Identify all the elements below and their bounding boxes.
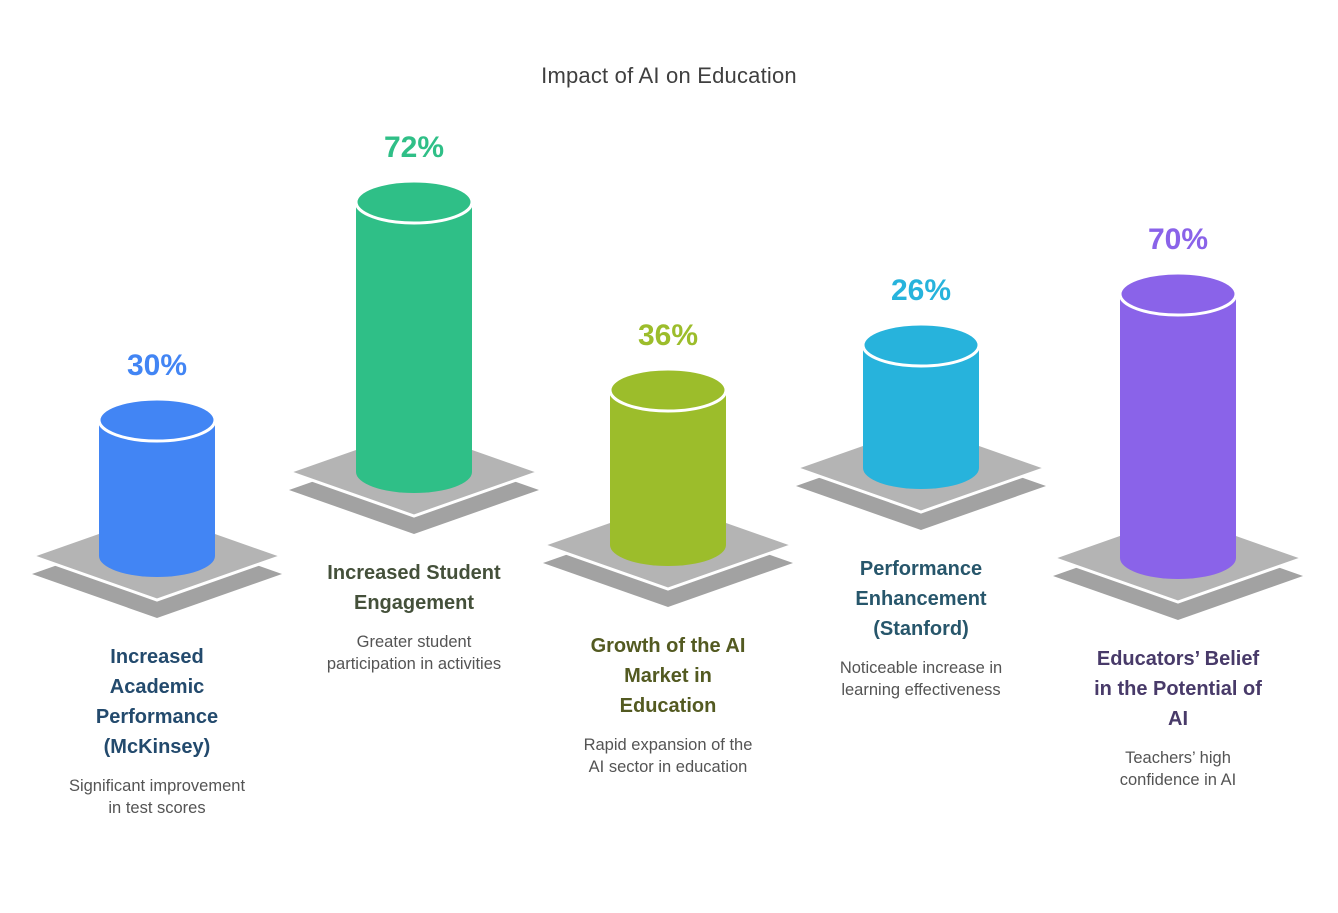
category-description: Noticeable increase in learning effectiv… (839, 659, 1003, 700)
cylinder-bar (608, 367, 728, 566)
cylinder-body (99, 420, 215, 577)
category-text-block: Educators’ Belief in the Potential of AI… (1038, 644, 1318, 792)
cylinder-bar (861, 322, 981, 489)
category-text-block: Increased Student Engagement Greater stu… (274, 558, 554, 676)
cylinder-top (97, 397, 217, 443)
cylinder-top (608, 367, 728, 413)
category-description: Rapid expansion of the AI sector in educ… (583, 736, 753, 777)
category-text-block: Growth of the AI Market in Education Rap… (528, 631, 808, 779)
cylinder-bar (97, 397, 217, 577)
value-label: 72% (383, 131, 445, 164)
cylinder-body (863, 345, 979, 489)
cylinder-top (354, 179, 474, 225)
cylinder-body (1120, 294, 1236, 579)
cylinder-top (861, 322, 981, 368)
category-description: Teachers’ high confidence in AI (1119, 749, 1237, 790)
cylinder-bar (354, 179, 474, 493)
category-title: Educators’ Belief in the Potential of AI (1094, 648, 1262, 730)
category-description: Significant improvement in test scores (68, 777, 246, 818)
cylinder-body (356, 202, 472, 493)
value-label: 36% (637, 319, 699, 352)
cylinder-body (610, 390, 726, 566)
category-title: Increased Academic Performance (McKinsey… (95, 646, 219, 758)
value-label: 30% (126, 349, 188, 382)
value-label: 26% (890, 274, 952, 307)
category-text-block: Performance Enhancement (Stanford) Notic… (781, 554, 1061, 702)
category-text-block: Increased Academic Performance (McKinsey… (17, 642, 297, 820)
cylinder-bar (1118, 271, 1238, 579)
category-title: Increased Student Engagement (327, 562, 501, 614)
cylinder-top (1118, 271, 1238, 317)
category-title: Performance Enhancement (Stanford) (855, 558, 987, 640)
category-description: Greater student participation in activit… (326, 633, 502, 674)
chart-title: Impact of AI on Education (541, 63, 797, 88)
value-label: 70% (1147, 223, 1209, 256)
category-title: Growth of the AI Market in Education (590, 635, 746, 717)
